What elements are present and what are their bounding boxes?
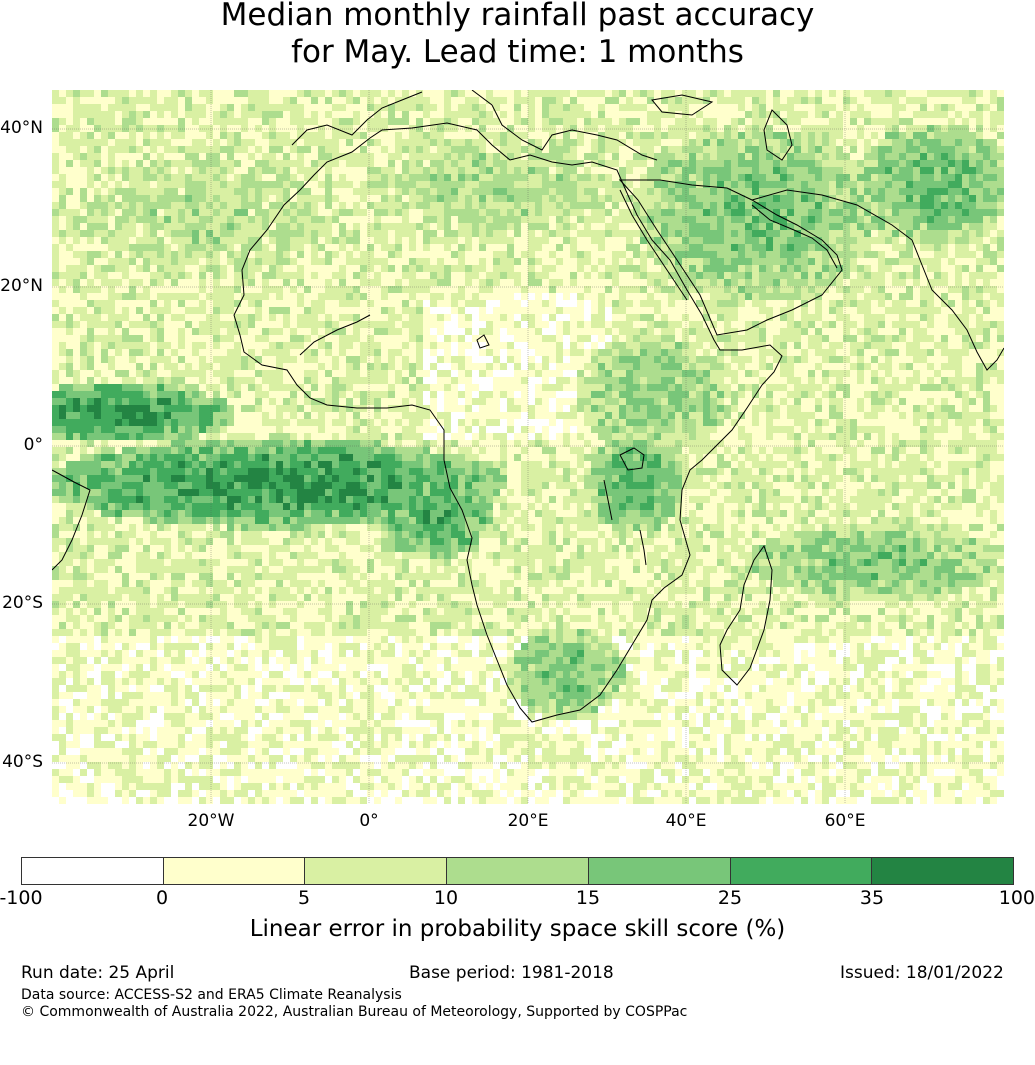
run-date: Run date: 25 April	[21, 963, 175, 983]
colorbar-segment-35-100	[872, 858, 1014, 884]
colorbar-segment-0-5	[163, 858, 306, 884]
colorbar-tick: 15	[575, 887, 601, 909]
lon-label-20e: 20°E	[507, 811, 549, 831]
colorbar-tick: 5	[297, 887, 311, 909]
colorbar-segment-15-25	[588, 858, 731, 884]
lon-label-0: 0°	[359, 811, 379, 831]
data-source: Data source: ACCESS-S2 and ERA5 Climate …	[21, 987, 402, 1003]
colorbar-segment-10-15	[447, 858, 589, 884]
mediterranean-north	[291, 90, 658, 161]
colorbar	[21, 857, 1014, 885]
lake-chad	[476, 334, 490, 349]
red-sea-coastline	[619, 189, 688, 301]
caspian-coastline	[763, 109, 793, 161]
lake-malawi	[639, 529, 647, 566]
colorbar-segment-5-10	[305, 858, 448, 884]
map-canvas	[52, 90, 1004, 804]
iran-coastline	[751, 189, 913, 241]
colorbar-label: Linear error in probability space skill …	[249, 916, 786, 942]
lake-tanganyika	[603, 479, 613, 521]
copyright: © Commonwealth of Australia 2022, Austra…	[21, 1004, 688, 1020]
niger-river	[299, 314, 371, 356]
coastlines	[52, 90, 1004, 723]
chart-title-line-2: for May. Lead time: 1 months	[291, 34, 744, 70]
india-coastline	[911, 239, 1004, 371]
lake-victoria	[619, 447, 645, 471]
africa-coastline	[233, 122, 783, 723]
lon-label-60e: 60°E	[824, 811, 866, 831]
colorbar-tick: 35	[859, 887, 885, 909]
colorbar-tick: 100	[998, 887, 1035, 909]
lat-label-equator: 0°	[23, 435, 43, 455]
madagascar-coastline	[719, 544, 773, 686]
south-america-coastline	[52, 469, 91, 571]
lat-label-20s: 20°S	[2, 593, 43, 613]
black-sea-coastline	[651, 94, 714, 116]
colorbar-tick: 25	[717, 887, 743, 909]
chart-title-line-1: Median monthly rainfall past accuracy	[220, 0, 815, 33]
arabia-coastline	[618, 179, 843, 336]
colorbar-segment-neg100-0	[22, 858, 164, 884]
base-period: Base period: 1981-2018	[409, 963, 614, 983]
skill-score-map	[52, 90, 1004, 804]
colorbar-tick: 0	[155, 887, 169, 909]
lon-label-20w: 20°W	[187, 811, 235, 831]
colorbar-tick: -100	[0, 887, 43, 909]
colorbar-segment-25-35	[730, 858, 873, 884]
lon-label-40e: 40°E	[665, 811, 707, 831]
issued-date: Issued: 18/01/2022	[840, 963, 1004, 983]
lat-label-20n: 20°N	[0, 276, 43, 296]
lat-label-40n: 40°N	[0, 118, 43, 138]
lat-label-40s: 40°S	[2, 752, 43, 772]
colorbar-tick: 10	[433, 887, 459, 909]
persian-gulf-coastline	[751, 204, 838, 269]
